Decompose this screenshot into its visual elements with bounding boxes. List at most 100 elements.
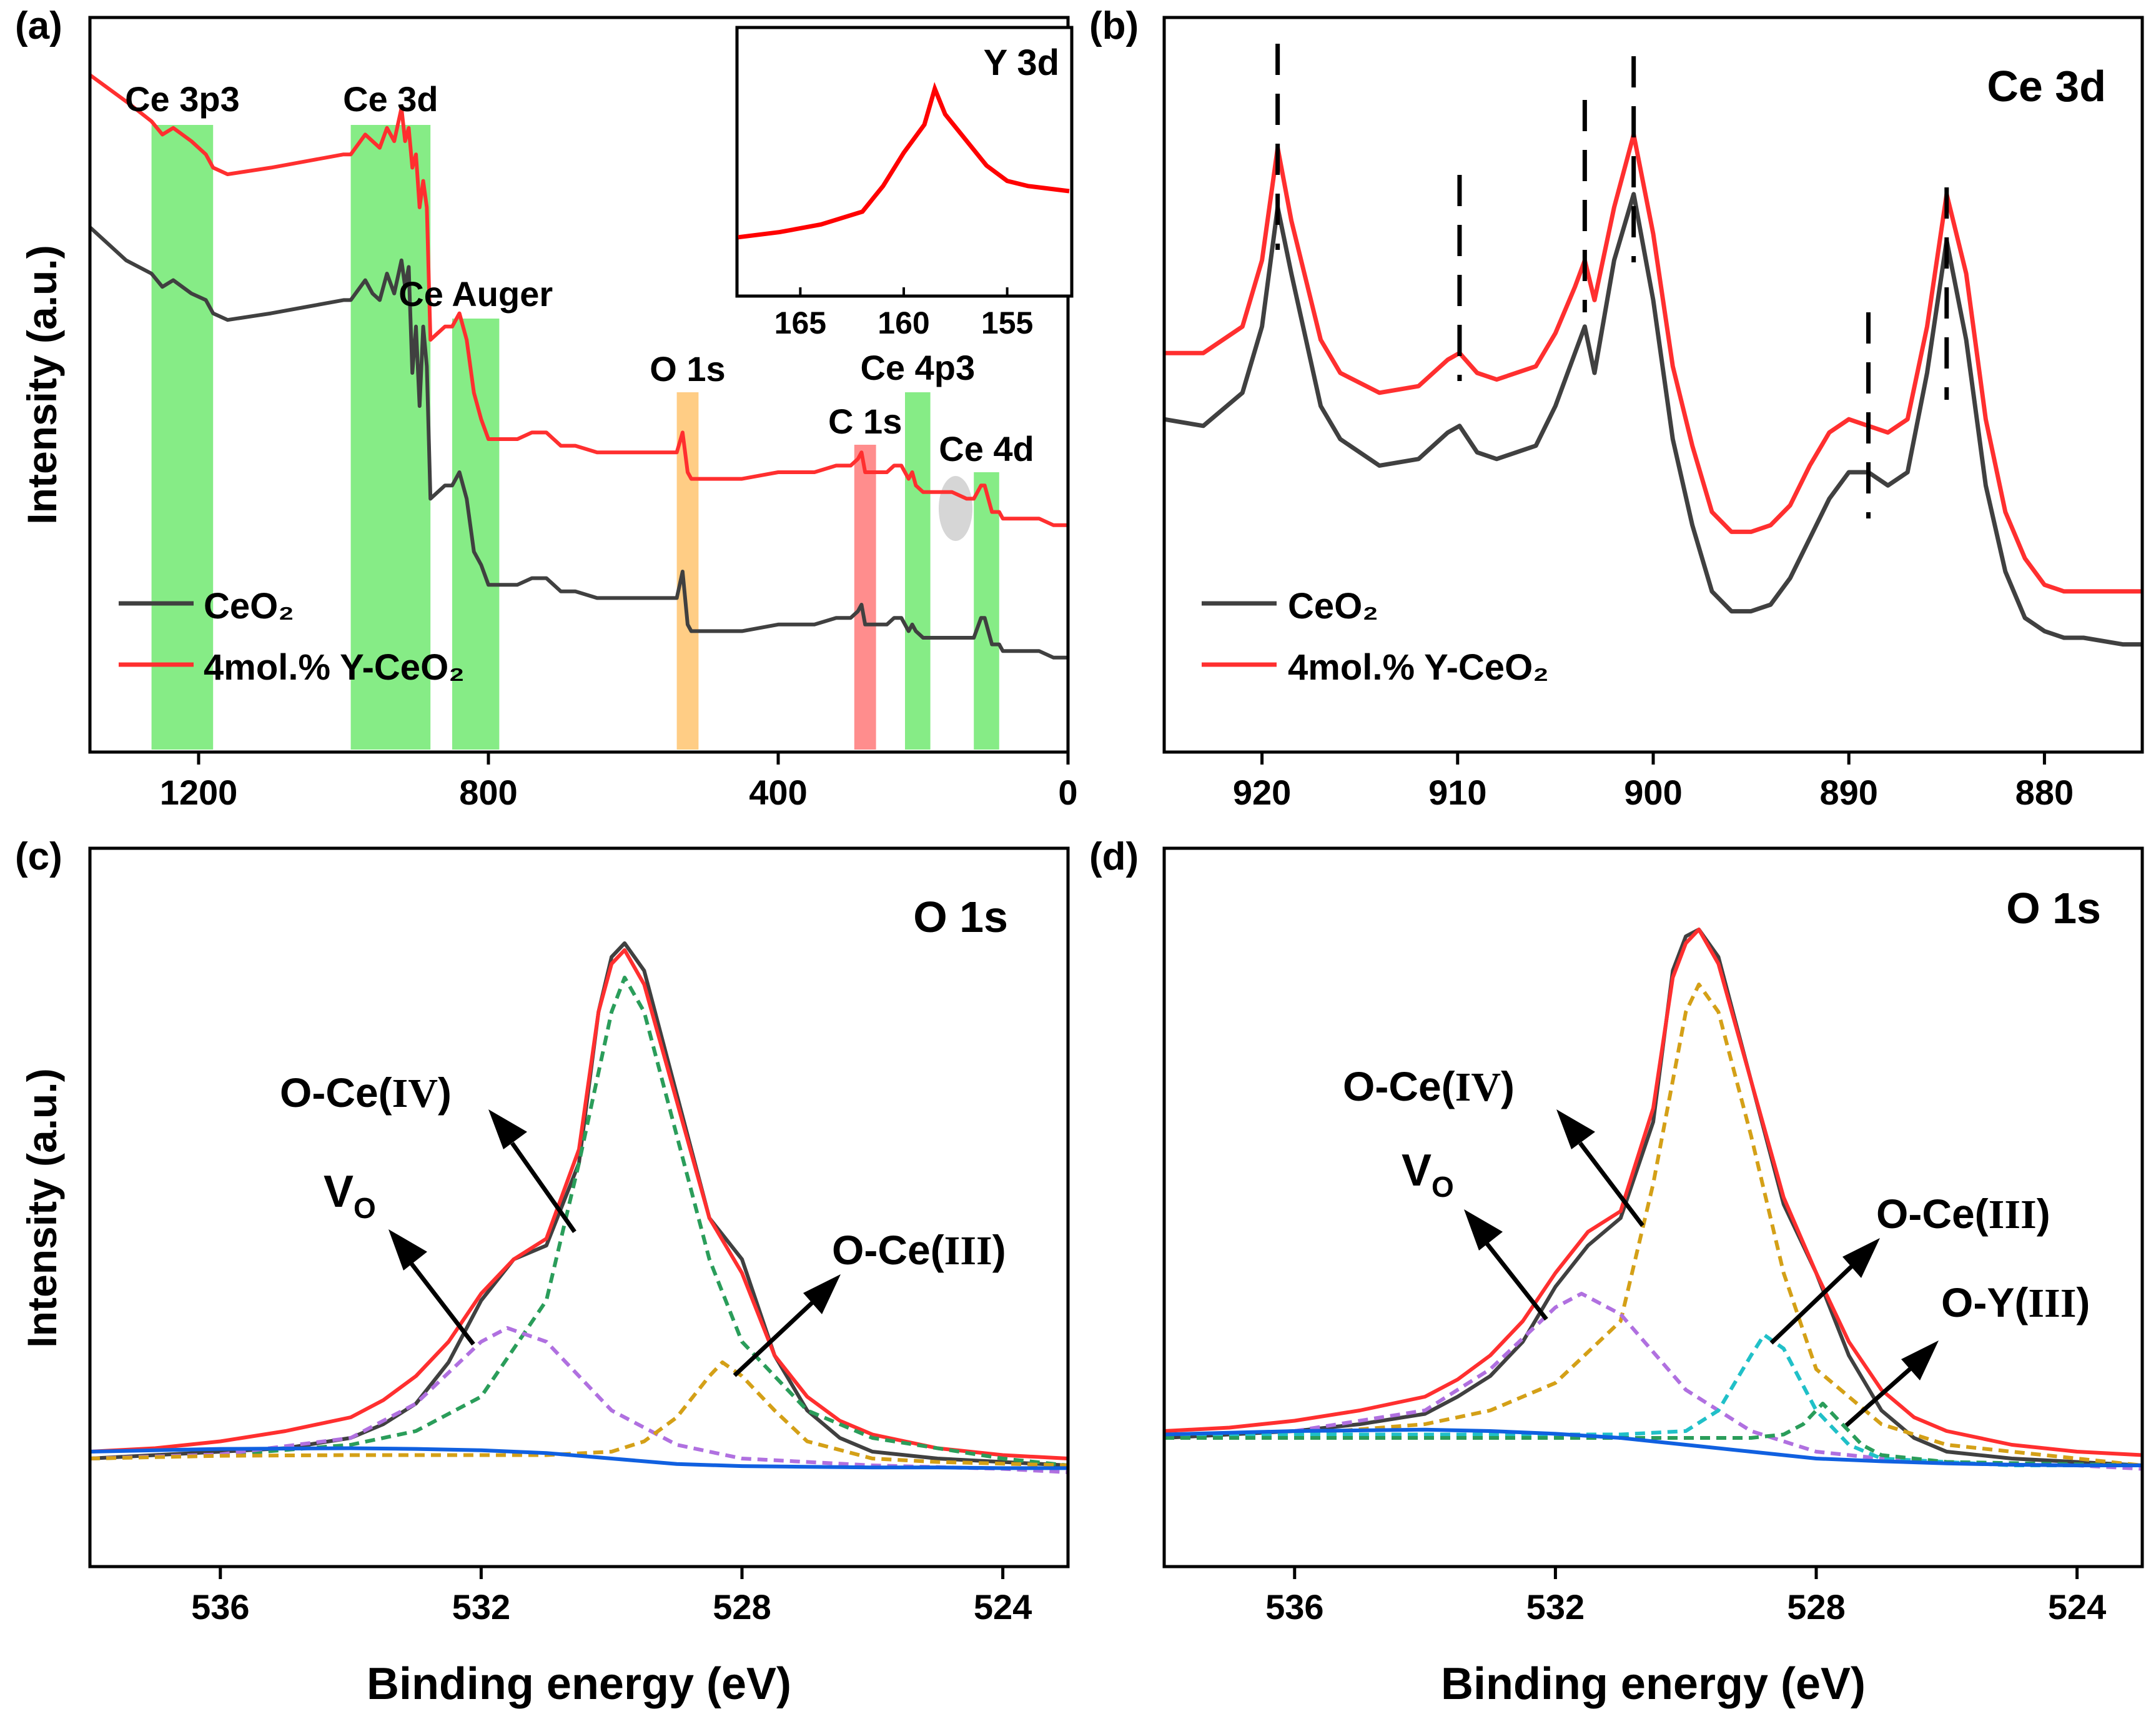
series-background bbox=[89, 1446, 1068, 1470]
region-label: Ce 4d bbox=[939, 429, 1034, 468]
x-tick-label: 536 bbox=[1265, 1587, 1323, 1627]
annotation-o-ce-iii-d: O-Ce(III) bbox=[1769, 1191, 2050, 1345]
inset-y3d: 165 160 155 Y 3d bbox=[738, 42, 1070, 340]
panel-b-series bbox=[1164, 132, 2142, 647]
region-ce-auger bbox=[452, 319, 500, 750]
series-o-ce-iv- bbox=[89, 976, 1069, 1467]
panel-b-x-ticks: 920 910 900 890 880 bbox=[1233, 752, 2074, 812]
inset-series-y3d bbox=[738, 82, 1070, 240]
annotation-o-ce-iii-c: O-Ce(III) bbox=[733, 1227, 1006, 1377]
x-tick-label: 0 bbox=[1058, 773, 1077, 812]
region-label: O 1s bbox=[650, 349, 725, 389]
panel-b: 920 910 900 890 880 Ce 3d CeO₂ 4mol.% Y-CeO₂… bbox=[1089, 4, 2144, 812]
series-v-o bbox=[89, 1326, 1069, 1474]
series-background bbox=[1164, 1427, 2142, 1467]
region-ce-3d bbox=[350, 125, 431, 750]
series-4mol-y-ceo- bbox=[89, 73, 1068, 527]
region-o-1s bbox=[676, 392, 699, 750]
series-o-ce-iii- bbox=[89, 1360, 1069, 1467]
inset-tick-label: 165 bbox=[774, 305, 826, 340]
series-raw bbox=[89, 941, 1069, 1467]
series-o-ce-iii- bbox=[1164, 1333, 2142, 1467]
svg-text:O-Ce(III): O-Ce(III) bbox=[832, 1227, 1006, 1274]
panel-d-label: (d) bbox=[1089, 835, 1139, 878]
legend-label-yceo2: 4mol.% Y-CeO₂ bbox=[204, 647, 465, 688]
region-label: Ce 4p3 bbox=[860, 348, 975, 387]
x-tick-label: 532 bbox=[1526, 1587, 1585, 1627]
series-o-ce-iv- bbox=[1164, 983, 2143, 1467]
panel-c-title: O 1s bbox=[913, 893, 1008, 941]
region-ce-3p3 bbox=[151, 125, 214, 750]
panel-a-highlight-regions bbox=[151, 125, 999, 750]
svg-text:VO: VO bbox=[1402, 1146, 1454, 1203]
inset-title: Y 3d bbox=[984, 42, 1059, 83]
region-label: C 1s bbox=[828, 402, 902, 441]
x-tick-label: 800 bbox=[459, 773, 517, 812]
panel-d-x-ticks: 536 532 528 524 bbox=[1265, 1567, 2106, 1627]
legend-label-yceo2-b: 4mol.% Y-CeO₂ bbox=[1288, 647, 1549, 688]
inset-frame bbox=[735, 26, 1074, 298]
legend-ceo2-text: CeO₂ bbox=[204, 586, 294, 627]
svg-text:O-Ce(IV): O-Ce(IV) bbox=[280, 1069, 452, 1116]
panel-d-x-label: Binding energy (eV) bbox=[1441, 1659, 1866, 1709]
x-tick-label: 532 bbox=[452, 1587, 510, 1627]
panel-a-label: (a) bbox=[15, 4, 62, 47]
x-tick-label: 528 bbox=[713, 1587, 771, 1627]
series-o-y-iii- bbox=[1164, 1402, 2143, 1467]
x-tick-label: 528 bbox=[1787, 1587, 1845, 1627]
x-tick-label: 900 bbox=[1624, 773, 1682, 812]
region-label: Ce Auger bbox=[398, 274, 553, 314]
series-4mol-y-ceo- bbox=[1164, 132, 2142, 594]
panel-b-label: (b) bbox=[1089, 4, 1139, 47]
x-tick-label: 920 bbox=[1233, 773, 1291, 812]
panel-d: 536 532 528 524 O 1s O-Ce(IV) VO O-Ce(III) … bbox=[1089, 835, 2144, 1709]
annotation-o-ce-iv-c: O-Ce(IV) bbox=[280, 1069, 576, 1234]
panel-a-frame bbox=[88, 16, 1070, 754]
region-ce-4d bbox=[974, 472, 999, 750]
panel-c: 536 532 528 524 O 1s O-Ce(IV) VO O-Ce(III) … bbox=[15, 835, 1070, 1709]
panel-a-x-ticks: 1200 800 400 0 bbox=[160, 752, 1078, 812]
region-label: Ce 3p3 bbox=[125, 79, 240, 119]
svg-text:O-Ce(IV): O-Ce(IV) bbox=[1343, 1063, 1515, 1110]
panel-c-x-label: Binding energy (eV) bbox=[367, 1659, 791, 1709]
panel-b-peak-markers bbox=[1275, 44, 1949, 518]
annotation-vo-c: VO bbox=[324, 1167, 475, 1346]
annotation-vo-d: VO bbox=[1402, 1146, 1548, 1321]
legend-label-ceo2-b: CeO₂ bbox=[1288, 586, 1378, 627]
annotation-o-y-iii-d: O-Y(III) bbox=[1844, 1279, 2090, 1427]
svg-text:VO: VO bbox=[324, 1167, 376, 1224]
panel-c-frame bbox=[88, 846, 1070, 1568]
circle-marker bbox=[939, 476, 972, 541]
x-tick-label: 880 bbox=[2015, 773, 2074, 812]
x-tick-label: 400 bbox=[749, 773, 807, 812]
region-c-1s bbox=[854, 445, 876, 750]
annotation-o-ce-iv-d: O-Ce(IV) bbox=[1343, 1063, 1644, 1227]
inset-tick-label: 160 bbox=[878, 305, 929, 340]
series-fit-envelope bbox=[1164, 928, 2143, 1457]
x-tick-label: 524 bbox=[974, 1587, 1032, 1627]
region-ce-4p3 bbox=[905, 392, 931, 750]
x-tick-label: 536 bbox=[191, 1587, 249, 1627]
series-fit-envelope bbox=[89, 948, 1069, 1460]
panel-a-region-labels: Ce 3p3 Ce 3d Ce Auger O 1s C 1s Ce 4p3 Ce 4d bbox=[125, 79, 1034, 468]
x-tick-label: 910 bbox=[1428, 773, 1486, 812]
panel-c-y-label: Intensity (a.u.) bbox=[19, 1068, 65, 1347]
panel-b-title: Ce 3d bbox=[1987, 62, 2106, 111]
panel-c-label: (c) bbox=[15, 835, 62, 878]
x-tick-label: 1200 bbox=[160, 773, 238, 812]
panel-d-title: O 1s bbox=[2006, 884, 2101, 933]
panel-b-frame bbox=[1162, 16, 2144, 754]
region-label: Ce 3d bbox=[343, 79, 438, 119]
svg-text:O-Ce(III): O-Ce(III) bbox=[1876, 1191, 2050, 1237]
series-ceo- bbox=[1164, 192, 2142, 647]
x-tick-label: 524 bbox=[2048, 1587, 2106, 1627]
svg-text:O-Y(III): O-Y(III) bbox=[1941, 1279, 2090, 1326]
panel-c-series bbox=[89, 941, 1069, 1474]
legend-label-ceo2: CeO₂ bbox=[204, 586, 294, 627]
series-ceo- bbox=[88, 225, 1068, 660]
panel-a-series bbox=[88, 73, 1068, 660]
panel-d-frame bbox=[1162, 846, 2144, 1568]
panel-a-y-label: Intensity (a.u.) bbox=[19, 245, 65, 524]
